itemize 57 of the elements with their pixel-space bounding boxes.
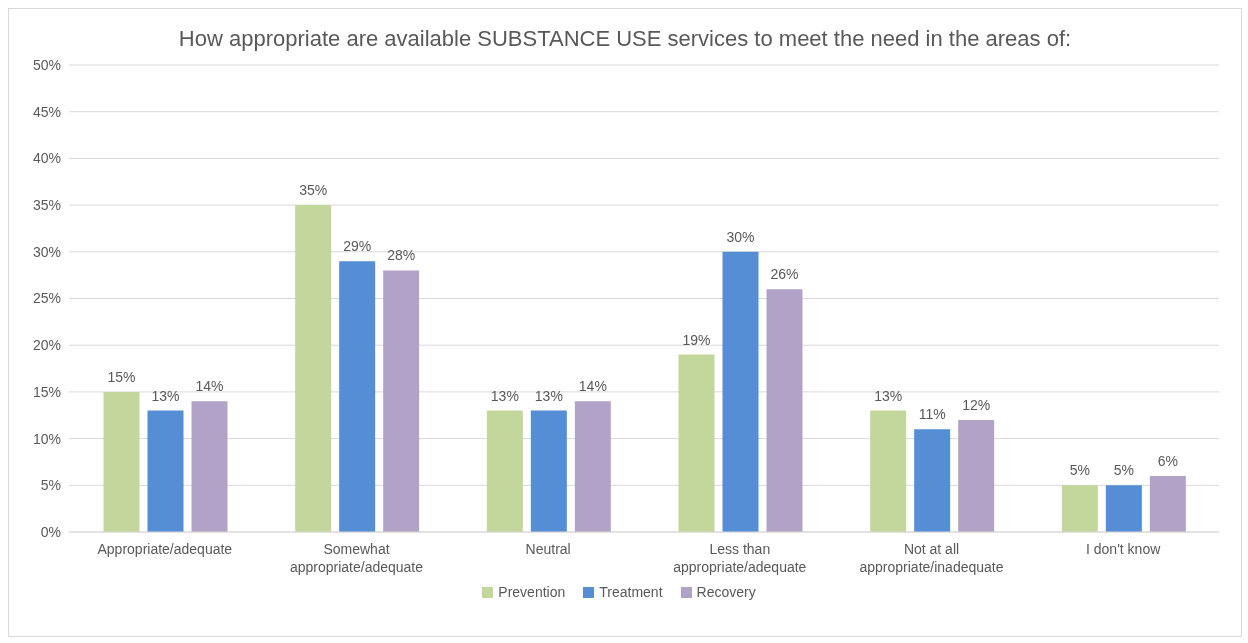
- legend-label: Recovery: [696, 584, 756, 600]
- data-label: 35%: [299, 182, 328, 199]
- bar: [383, 270, 420, 532]
- bar: [530, 410, 567, 532]
- x-tick-label: I don't know: [1086, 541, 1162, 557]
- data-label: 13%: [534, 387, 563, 404]
- data-label: 6%: [1157, 452, 1178, 469]
- y-tick-label: 30%: [32, 243, 61, 260]
- bar: [486, 410, 523, 532]
- data-label: 5%: [1113, 462, 1134, 479]
- data-label: 5%: [1069, 462, 1090, 479]
- x-tick-label: Neutral: [525, 541, 571, 557]
- data-label: 26%: [770, 266, 799, 283]
- bar: [295, 205, 332, 532]
- x-tick-label: Less than appropriate/adequate: [673, 541, 807, 575]
- data-label: 13%: [874, 387, 903, 404]
- y-tick-label: 0%: [40, 523, 61, 540]
- y-tick-label: 25%: [32, 290, 61, 307]
- bar: [574, 401, 611, 532]
- data-label: 30%: [726, 228, 755, 245]
- y-tick-label: 10%: [32, 430, 61, 447]
- legend-label: Treatment: [599, 584, 663, 600]
- y-tick-label: 15%: [32, 383, 61, 400]
- data-label: 28%: [387, 247, 416, 264]
- bar: [191, 401, 228, 532]
- bar: [958, 419, 995, 532]
- data-label: 29%: [343, 238, 372, 255]
- bar: [103, 391, 140, 532]
- y-tick-label: 50%: [32, 56, 61, 73]
- y-tick-label: 35%: [32, 197, 61, 214]
- bar: [914, 429, 951, 532]
- y-tick-label: 20%: [32, 337, 61, 354]
- chart-title: How appropriate are available SUBSTANCE USE services to meet the need in the areas of:: [177, 25, 1073, 53]
- x-tick-label: Somewhat appropriate/adequate: [289, 541, 424, 575]
- legend-label: Prevention: [498, 584, 566, 600]
- bar: [339, 261, 376, 532]
- bar: [722, 251, 759, 532]
- data-label: 13%: [151, 387, 180, 404]
- bar: [870, 410, 907, 532]
- y-tick-label: 40%: [32, 150, 61, 167]
- bar: [1061, 485, 1098, 532]
- bar: [147, 410, 184, 532]
- data-label: 12%: [962, 396, 991, 413]
- y-tick-label: 45%: [32, 103, 61, 120]
- data-label: 13%: [490, 387, 519, 404]
- bar: [766, 289, 803, 532]
- x-tick-label: Not at all appropriate/inadequate: [859, 541, 1004, 575]
- data-label: 15%: [107, 368, 136, 385]
- data-label: 19%: [682, 331, 711, 348]
- data-label: 11%: [918, 406, 946, 423]
- bar: [1105, 485, 1142, 532]
- x-tick-label: Appropriate/adequate: [97, 541, 233, 557]
- data-label: 14%: [578, 378, 607, 395]
- bar: [678, 354, 715, 532]
- bar: [1149, 475, 1186, 532]
- data-label: 14%: [195, 378, 224, 395]
- y-tick-label: 5%: [40, 477, 61, 494]
